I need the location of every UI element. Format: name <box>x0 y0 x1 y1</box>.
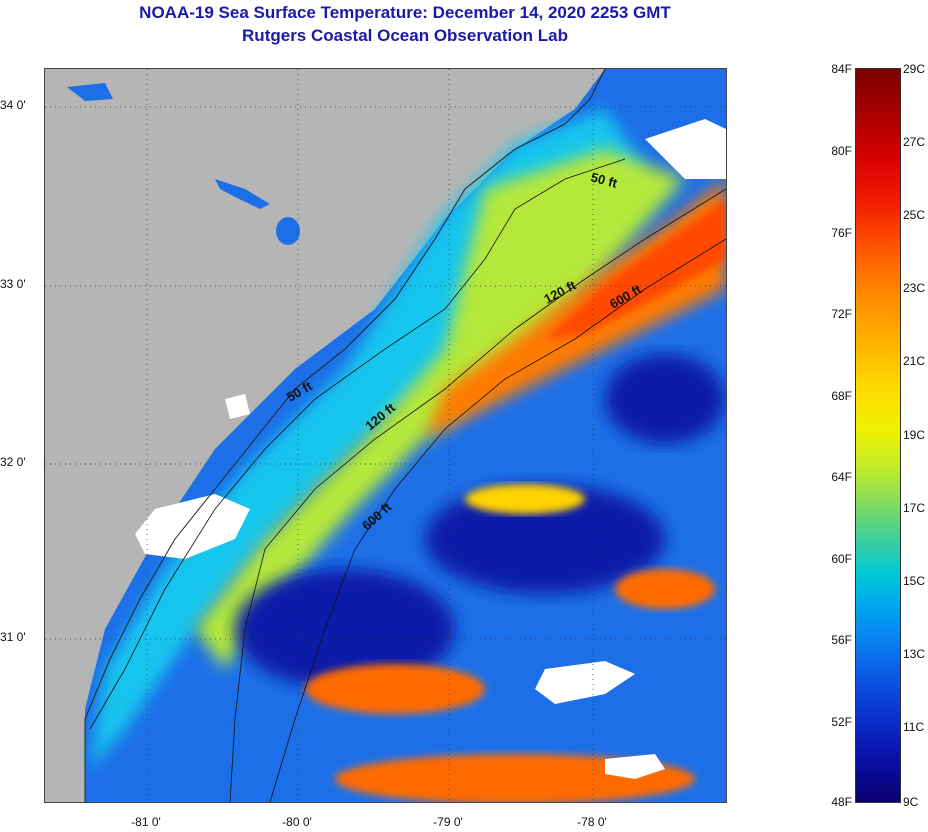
isobath-120ft <box>229 188 726 802</box>
colorbar-c-label: 25C <box>903 208 926 222</box>
cloud-patch <box>535 661 635 704</box>
cloud-patch <box>135 494 250 559</box>
gulf-stream-core <box>545 199 726 339</box>
lat-label-33: 33 0' <box>0 277 26 291</box>
warm-patch <box>335 754 695 802</box>
inland-lake <box>215 179 270 209</box>
cold-eddy <box>235 569 455 689</box>
lat-label-34: 34 0' <box>0 98 26 112</box>
colorbar-c-label: 13C <box>903 647 926 661</box>
colorbar-f-label: 84F <box>831 62 852 76</box>
colorbar-c-label: 9C <box>903 795 919 809</box>
colorbar-c-label: 11C <box>903 720 925 734</box>
warm-patch <box>305 664 485 714</box>
colorbar-c-label: 23C <box>903 281 926 295</box>
gulf-stream-band <box>425 179 726 439</box>
cloud-patch <box>225 394 250 419</box>
inland-lake <box>276 217 300 245</box>
map-title: NOAA-19 Sea Surface Temperature: Decembe… <box>139 3 671 22</box>
temperature-colorbar <box>855 68 901 803</box>
lat-label-32: 32 0' <box>0 455 26 469</box>
cold-eddy <box>605 354 725 444</box>
inland-lake <box>67 83 113 101</box>
lon-label-81: -81 0' <box>131 815 161 829</box>
cold-eddy <box>425 484 665 594</box>
colorbar-f-label: 68F <box>831 389 852 403</box>
warm-patch <box>465 484 585 514</box>
colorbar-c-label: 21C <box>903 354 926 368</box>
cloud-patch <box>605 754 665 779</box>
map-subtitle: Rutgers Coastal Ocean Observation Lab <box>242 26 568 45</box>
lon-label-80: -80 0' <box>282 815 312 829</box>
colorbar-f-label: 60F <box>831 552 852 566</box>
colorbar-f-label: 76F <box>831 226 852 240</box>
colorbar-c-label: 19C <box>903 428 926 442</box>
colorbar-f-label: 52F <box>831 715 852 729</box>
colorbar-f-label: 48F <box>831 795 852 809</box>
colorbar-c-label: 15C <box>903 574 926 588</box>
isobath-600ft <box>269 238 726 802</box>
warm-patch <box>615 569 715 609</box>
colorbar-c-label: 17C <box>903 501 926 515</box>
colorbar-c-label: 29C <box>903 62 926 76</box>
colorbar-f-label: 56F <box>831 633 852 647</box>
lon-label-79: -79 0' <box>433 815 463 829</box>
colorbar-c-label: 27C <box>903 135 926 149</box>
sst-map: 50 ft 120 ft 600 ft 50 ft 120 ft 600 ft <box>44 68 727 803</box>
contour-label-50ft-north: 50 ft <box>589 169 619 191</box>
colorbar-f-label: 80F <box>831 144 852 158</box>
isobath-50ft <box>89 158 626 730</box>
colorbar-f-label: 64F <box>831 470 852 484</box>
coastline <box>84 69 606 802</box>
lon-label-78: -78 0' <box>577 815 607 829</box>
graticule <box>45 69 726 802</box>
cloud-patch <box>645 119 726 179</box>
colorbar-f-label: 72F <box>831 307 852 321</box>
lat-label-31: 31 0' <box>0 630 26 644</box>
